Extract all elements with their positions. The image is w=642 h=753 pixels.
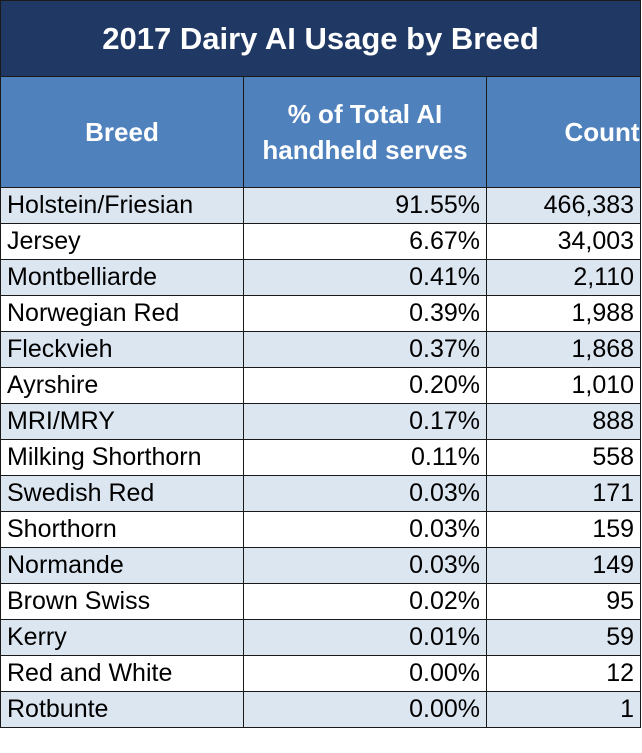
count-cell: 1,868 [485, 331, 642, 368]
table-row: Holstein/Friesian 91.55% 466,383 [0, 187, 642, 224]
percent-cell: 0.11% [243, 439, 487, 476]
breed-cell: Red and White [0, 655, 244, 692]
table-body: Holstein/Friesian 91.55% 466,383 Jersey 6.67… [0, 187, 642, 728]
percent-cell: 6.67% [243, 223, 487, 260]
percent-cell: 0.00% [243, 655, 487, 692]
table-title: 2017 Dairy AI Usage by Breed [0, 0, 642, 77]
count-cell: 1,988 [485, 295, 642, 332]
breed-cell: Holstein/Friesian [0, 187, 244, 224]
breed-cell: Rotbunte [0, 691, 244, 728]
count-cell: 1 [485, 691, 642, 728]
table-row: Normande 0.03% 149 [0, 547, 642, 584]
breed-cell: Fleckvieh [0, 331, 244, 368]
table-row: Ayrshire 0.20% 1,010 [0, 367, 642, 404]
count-cell: 95 [485, 583, 642, 620]
count-cell: 171 [485, 475, 642, 512]
table-row: Norwegian Red 0.39% 1,988 [0, 295, 642, 332]
count-cell: 1,010 [485, 367, 642, 404]
breed-cell: Montbelliarde [0, 259, 244, 296]
table-row: Red and White 0.00% 12 [0, 655, 642, 692]
column-header-percent: % of Total AI handheld serves [243, 76, 487, 188]
table-row: Fleckvieh 0.37% 1,868 [0, 331, 642, 368]
percent-cell: 0.00% [243, 691, 487, 728]
table-row: Kerry 0.01% 59 [0, 619, 642, 656]
percent-cell: 0.37% [243, 331, 487, 368]
breed-usage-table: 2017 Dairy AI Usage by Breed Breed % of … [0, 0, 642, 728]
percent-cell: 0.20% [243, 367, 487, 404]
table-row: Rotbunte 0.00% 1 [0, 691, 642, 728]
count-cell: 558 [485, 439, 642, 476]
breed-cell: Normande [0, 547, 244, 584]
count-cell: 149 [485, 547, 642, 584]
percent-cell: 0.03% [243, 511, 487, 548]
table-row: Montbelliarde 0.41% 2,110 [0, 259, 642, 296]
percent-cell: 0.02% [243, 583, 487, 620]
column-header-breed: Breed [0, 76, 244, 188]
breed-cell: MRI/MRY [0, 403, 244, 440]
count-cell: 2,110 [485, 259, 642, 296]
count-cell: 888 [485, 403, 642, 440]
count-cell: 12 [485, 655, 642, 692]
column-header-breed-label: Breed [85, 117, 159, 147]
breed-cell: Shorthorn [0, 511, 244, 548]
percent-cell: 0.01% [243, 619, 487, 656]
count-cell: 159 [485, 511, 642, 548]
percent-cell: 0.39% [243, 295, 487, 332]
count-cell: 466,383 [485, 187, 642, 224]
breed-cell: Norwegian Red [0, 295, 244, 332]
table-row: Milking Shorthorn 0.11% 558 [0, 439, 642, 476]
column-header-count: Count [485, 76, 642, 188]
column-header-percent-label: % of Total AI handheld serves [262, 99, 468, 165]
percent-cell: 0.41% [243, 259, 487, 296]
percent-cell: 0.03% [243, 547, 487, 584]
count-cell: 34,003 [485, 223, 642, 260]
table-row: Jersey 6.67% 34,003 [0, 223, 642, 260]
breed-cell: Brown Swiss [0, 583, 244, 620]
count-cell: 59 [485, 619, 642, 656]
breed-cell: Milking Shorthorn [0, 439, 244, 476]
breed-cell: Jersey [0, 223, 244, 260]
table-row: Shorthorn 0.03% 159 [0, 511, 642, 548]
percent-cell: 91.55% [243, 187, 487, 224]
breed-cell: Kerry [0, 619, 244, 656]
table-row: MRI/MRY 0.17% 888 [0, 403, 642, 440]
column-header-count-label: Count [564, 117, 640, 147]
percent-cell: 0.03% [243, 475, 487, 512]
table-row: Brown Swiss 0.02% 95 [0, 583, 642, 620]
breed-cell: Ayrshire [0, 367, 244, 404]
percent-cell: 0.17% [243, 403, 487, 440]
breed-cell: Swedish Red [0, 475, 244, 512]
table-row: Swedish Red 0.03% 171 [0, 475, 642, 512]
